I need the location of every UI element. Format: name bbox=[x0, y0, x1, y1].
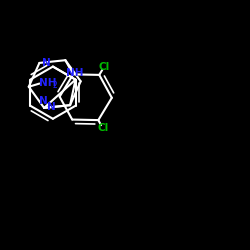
Text: N: N bbox=[42, 58, 51, 68]
Text: NH: NH bbox=[39, 78, 56, 88]
Text: NH: NH bbox=[66, 68, 84, 78]
Text: N: N bbox=[39, 96, 48, 106]
Text: Cl: Cl bbox=[97, 124, 108, 134]
Text: N: N bbox=[47, 102, 56, 113]
Text: 2: 2 bbox=[52, 80, 57, 90]
Text: Cl: Cl bbox=[98, 62, 110, 72]
